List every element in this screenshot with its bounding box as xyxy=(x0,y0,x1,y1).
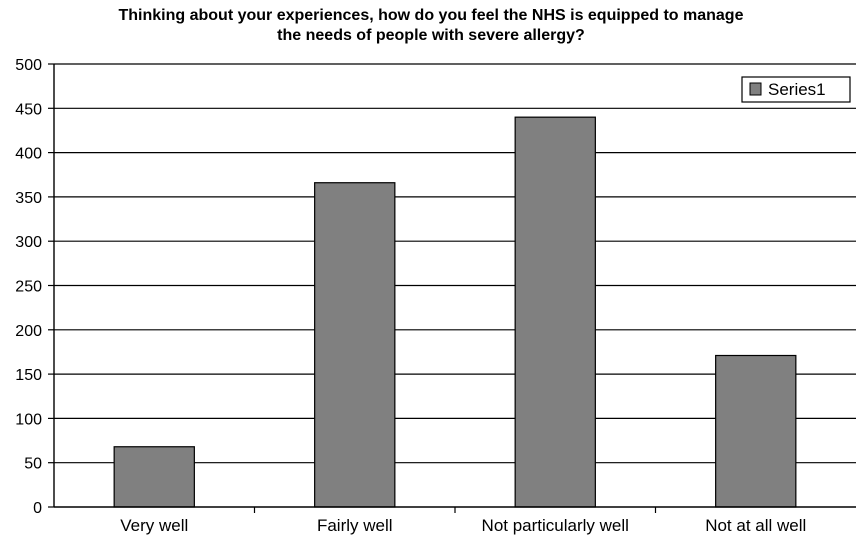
y-tick-label: 450 xyxy=(15,101,42,118)
chart-title-line-2: the needs of people with severe allergy? xyxy=(277,27,585,44)
y-tick-label: 100 xyxy=(15,411,42,428)
y-tick-label: 250 xyxy=(15,279,42,296)
bar-very-well xyxy=(113,446,195,508)
y-tick-label: 150 xyxy=(15,367,42,384)
chart-title: Thinking about your experiences, how do … xyxy=(0,6,862,46)
y-tick-label: 400 xyxy=(15,146,42,163)
chart-title-line-1: Thinking about your experiences, how do … xyxy=(118,7,744,24)
axes xyxy=(53,64,856,513)
y-tick-label: 0 xyxy=(33,500,42,517)
x-tick-labels: Very well Fairly well Not particularly wel… xyxy=(120,516,806,535)
y-tick-label: 300 xyxy=(15,234,42,251)
bar-not-at-all-well xyxy=(715,354,797,508)
y-tick-labels: 0 50 100 150 200 250 300 350 400 450 500 xyxy=(15,57,42,517)
y-tick-label: 200 xyxy=(15,323,42,340)
bar-fairly-well xyxy=(314,182,396,508)
y-tick-label: 350 xyxy=(15,190,42,207)
legend-swatch xyxy=(749,82,762,96)
x-tick-label: Very well xyxy=(120,516,188,535)
bars xyxy=(113,116,797,508)
bar-not-particularly-well xyxy=(514,116,596,508)
legend-label: Series1 xyxy=(768,80,826,99)
x-tick-label: Not at all well xyxy=(705,516,806,535)
y-tick-label: 50 xyxy=(24,456,42,473)
x-tick-label: Not particularly well xyxy=(482,516,629,535)
legend: Series1 xyxy=(741,76,851,103)
y-tick-label: 500 xyxy=(15,57,42,74)
x-tick-label: Fairly well xyxy=(317,516,393,535)
